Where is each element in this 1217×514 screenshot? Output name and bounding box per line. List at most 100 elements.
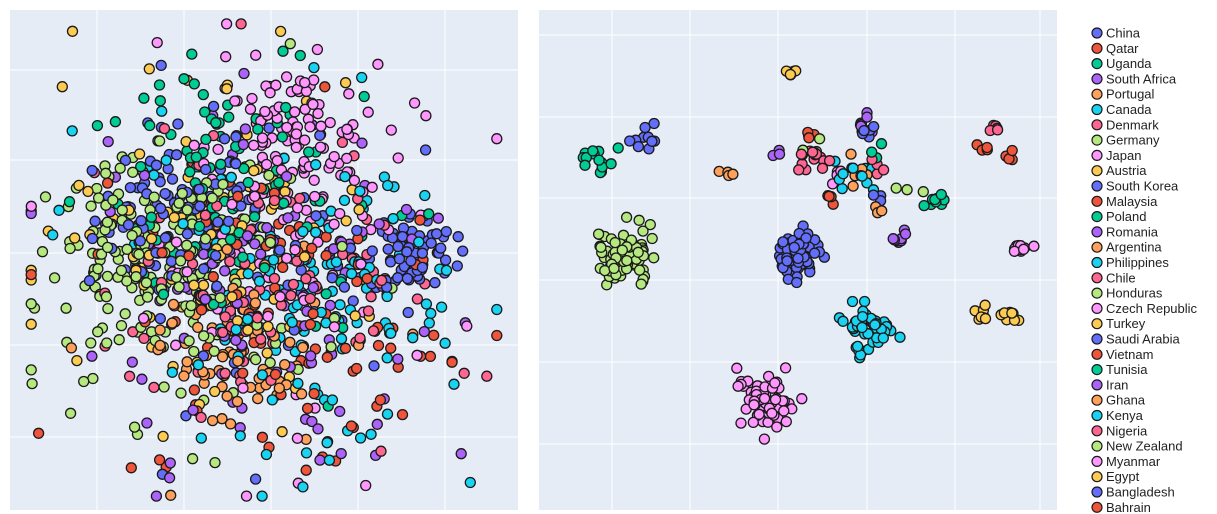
legend-item-czech-republic[interactable]: Czech Republic — [1091, 301, 1198, 316]
legend-marker — [1091, 394, 1103, 406]
point-left-bahrain — [372, 339, 385, 352]
point-left-japan — [264, 87, 276, 99]
legend-item-bangladesh[interactable]: Bangladesh — [1091, 485, 1175, 500]
point-left-austria — [82, 185, 94, 198]
legend-item-ghana[interactable]: Ghana — [1091, 393, 1146, 408]
point-left-philippines — [177, 218, 189, 230]
legend-marker — [1091, 333, 1103, 345]
legend-item-uganda[interactable]: Uganda — [1091, 56, 1152, 71]
point-left-vietnam — [232, 190, 244, 202]
point-right-vietnam — [981, 141, 993, 154]
point-left-czech-republic — [491, 133, 503, 145]
legend-item-saudi-arabia[interactable]: Saudi Arabia — [1091, 332, 1180, 347]
point-left-bahrain — [304, 318, 317, 331]
point-left-turkey — [133, 148, 146, 160]
legend-item-qatar[interactable]: Qatar — [1091, 41, 1139, 56]
legend-label: New Zealand — [1106, 439, 1183, 454]
legend-item-romania[interactable]: Romania — [1091, 224, 1159, 239]
legend-item-turkey[interactable]: Turkey — [1091, 316, 1146, 331]
legend-item-austria[interactable]: Austria — [1091, 163, 1147, 178]
legend-item-tunisia[interactable]: Tunisia — [1091, 362, 1148, 377]
legend-item-bahrain[interactable]: Bahrain — [1091, 500, 1151, 514]
legend-item-south-korea[interactable]: South Korea — [1091, 179, 1179, 194]
point-left-japan — [256, 132, 269, 144]
legend-item-honduras[interactable]: Honduras — [1091, 286, 1163, 301]
legend-item-nigeria[interactable]: Nigeria — [1091, 423, 1148, 438]
point-left-uganda — [199, 106, 211, 118]
legend-marker — [1091, 180, 1103, 192]
legend-marker — [1091, 73, 1103, 85]
point-left-ghana — [221, 243, 233, 256]
legend-item-south-africa[interactable]: South Africa — [1091, 71, 1177, 86]
point-left-germany — [141, 291, 154, 303]
legend-item-argentina[interactable]: Argentina — [1091, 240, 1162, 255]
point-left-uganda — [91, 119, 104, 132]
point-left-saudi-arabia — [83, 275, 96, 287]
point-left-portugal — [249, 297, 262, 309]
point-left-qatar — [414, 214, 426, 226]
point-left-argentina — [284, 336, 296, 348]
point-left-japan — [309, 190, 321, 203]
point-right-philippines — [856, 170, 868, 182]
legend-marker — [1091, 256, 1103, 269]
point-left-germany — [176, 187, 188, 200]
point-left-china — [89, 215, 101, 227]
point-left-honduras — [25, 364, 37, 376]
point-left-uganda — [178, 73, 190, 85]
point-left-uganda — [276, 131, 289, 143]
legend-item-poland[interactable]: Poland — [1091, 209, 1146, 224]
legend-item-iran[interactable]: Iran — [1091, 377, 1128, 392]
point-right-uganda — [593, 154, 605, 166]
legend-item-china[interactable]: China — [1091, 26, 1141, 41]
point-left-japan — [290, 128, 303, 140]
point-left-vietnam — [424, 350, 437, 363]
point-left-qatar — [374, 394, 387, 406]
point-right-malaysia — [823, 190, 835, 202]
point-left-south-africa — [371, 418, 383, 430]
point-left-germany — [85, 337, 97, 349]
legend-item-kenya[interactable]: Kenya — [1091, 408, 1144, 423]
point-right-austria — [979, 299, 991, 311]
legend-item-portugal[interactable]: Portugal — [1091, 87, 1155, 102]
legend-marker — [1091, 241, 1103, 253]
point-left-portugal — [279, 358, 291, 371]
point-left-new-zealand — [284, 38, 296, 50]
legend-marker — [1091, 165, 1103, 177]
point-left-japan — [312, 107, 324, 120]
legend-item-myanmar[interactable]: Myanmar — [1091, 454, 1161, 469]
point-right-nigeria — [991, 124, 1004, 136]
legend-marker — [1091, 318, 1103, 330]
point-left-kenya — [166, 366, 178, 378]
legend-item-new-zealand[interactable]: New Zealand — [1091, 439, 1183, 454]
legend-item-egypt[interactable]: Egypt — [1091, 469, 1140, 484]
legend-item-philippines[interactable]: Philippines — [1091, 255, 1169, 270]
legend-item-germany[interactable]: Germany — [1091, 133, 1160, 148]
point-left-egypt — [274, 25, 287, 38]
point-right-canada — [858, 295, 871, 308]
legend-item-japan[interactable]: Japan — [1091, 148, 1141, 163]
point-left-japan — [307, 98, 319, 111]
point-left-romania — [141, 417, 153, 429]
point-left-poland — [242, 176, 254, 189]
point-left-kenya — [491, 303, 503, 316]
point-left-canada — [381, 352, 393, 364]
legend-label: Honduras — [1106, 286, 1163, 301]
point-left-germany — [148, 191, 160, 203]
point-right-germany — [608, 262, 620, 275]
legend-item-canada[interactable]: Canada — [1091, 102, 1152, 117]
legend-item-chile[interactable]: Chile — [1091, 270, 1136, 285]
point-left-iran — [334, 405, 346, 418]
legend-item-denmark[interactable]: Denmark — [1091, 117, 1159, 132]
legend-label: Myanmar — [1106, 454, 1161, 469]
point-right-japan — [753, 408, 765, 420]
legend-item-vietnam[interactable]: Vietnam — [1091, 347, 1153, 362]
point-left-egypt — [248, 165, 260, 177]
point-left-tunisia — [224, 233, 237, 246]
legend-item-malaysia[interactable]: Malaysia — [1091, 194, 1158, 209]
point-right-south-korea — [781, 255, 793, 267]
point-left-china — [159, 232, 172, 244]
point-left-south-africa — [418, 325, 430, 338]
point-right-portugal — [845, 148, 857, 160]
point-left-south-africa — [164, 457, 176, 469]
